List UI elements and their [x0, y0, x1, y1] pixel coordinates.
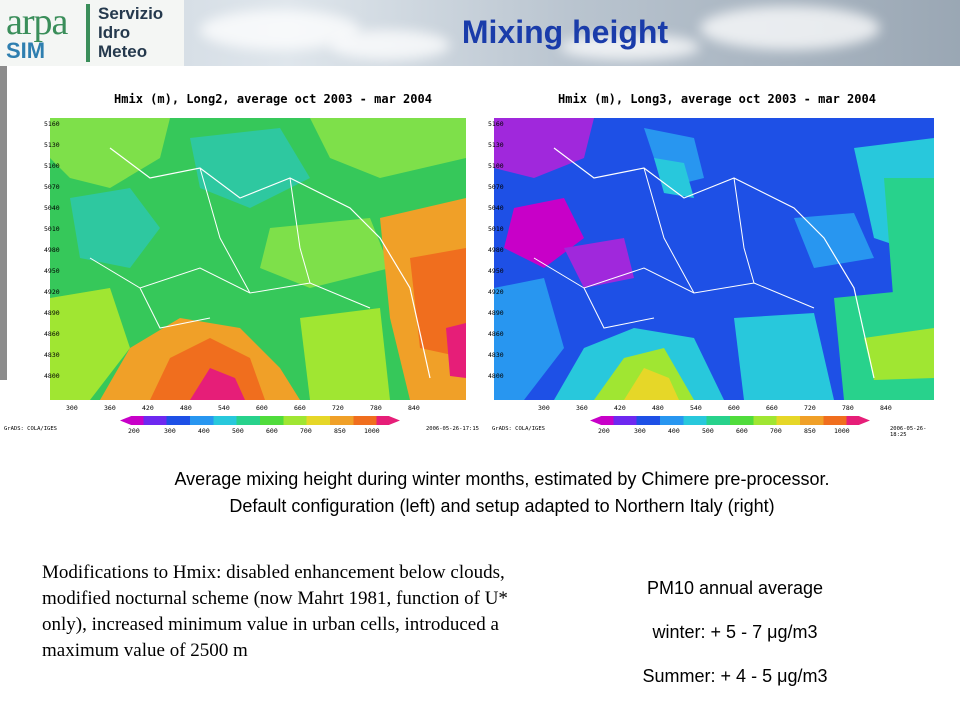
colorbar-label: 500 — [702, 427, 714, 435]
y-tick: 5100 — [44, 162, 60, 170]
mixing-height-map-left — [50, 118, 466, 400]
colorbar-label: 500 — [232, 427, 244, 435]
x-tick: 360 — [576, 404, 588, 412]
map-title-right: Hmix (m), Long3, average oct 2003 - mar … — [558, 92, 876, 106]
y-tick: 4950 — [488, 267, 504, 275]
page-title: Mixing height — [461, 14, 669, 50]
x-tick: 300 — [538, 404, 550, 412]
x-tick: 840 — [408, 404, 420, 412]
logo-arpa-text: arpa — [6, 1, 68, 43]
figure-caption: Average mixing height during winter mont… — [52, 466, 952, 520]
y-tick: 4860 — [488, 330, 504, 338]
colorbar-right — [590, 416, 870, 425]
colorbar-label: 850 — [334, 427, 346, 435]
x-tick: 720 — [804, 404, 816, 412]
colorbar-label: 1000 — [834, 427, 850, 435]
x-tick: 480 — [180, 404, 192, 412]
colorbar-label: 850 — [804, 427, 816, 435]
colorbar-label: 300 — [164, 427, 176, 435]
y-tick: 5010 — [488, 225, 504, 233]
colorbar-label: 600 — [736, 427, 748, 435]
y-tick: 4890 — [488, 309, 504, 317]
y-tick: 4920 — [44, 288, 60, 296]
y-tick: 4890 — [44, 309, 60, 317]
logo-line-3: Meteo — [98, 42, 148, 61]
caption-line-2: Default configuration (left) and setup a… — [229, 496, 775, 516]
y-tick: 5070 — [44, 183, 60, 191]
y-tick: 5130 — [488, 141, 504, 149]
map-panel-right: Hmix (m), Long3, average oct 2003 - mar … — [488, 92, 940, 438]
colorbar-label: 200 — [128, 427, 140, 435]
x-tick: 840 — [880, 404, 892, 412]
x-tick: 420 — [142, 404, 154, 412]
mixing-height-map-right — [494, 118, 934, 400]
caption-line-1: Average mixing height during winter mont… — [174, 469, 830, 489]
pm10-winter: winter: + 5 - 7 μg/m3 — [652, 622, 818, 642]
x-tick: 480 — [652, 404, 664, 412]
logo-line-1: Servizio — [98, 4, 164, 23]
x-tick: 540 — [690, 404, 702, 412]
colorbar-label: 600 — [266, 427, 278, 435]
header-banner: arpa SIM Servizio Idro Meteo Mixing heig… — [0, 0, 960, 66]
map-right: 5160 5130 5100 5070 5040 5010 4980 4950 … — [488, 118, 934, 400]
left-accent-bar — [0, 66, 7, 380]
pm10-summer: Summer: + 4 - 5 μg/m3 — [642, 666, 828, 686]
y-tick: 5160 — [44, 120, 60, 128]
x-tick: 720 — [332, 404, 344, 412]
map-footer-left: GrADS: COLA/IGES — [4, 426, 57, 432]
x-tick: 780 — [842, 404, 854, 412]
y-tick: 5160 — [488, 120, 504, 128]
colorbar-label: 200 — [598, 427, 610, 435]
y-tick: 5070 — [488, 183, 504, 191]
x-tick: 600 — [256, 404, 268, 412]
x-tick: 360 — [104, 404, 116, 412]
colorbar-label: 400 — [668, 427, 680, 435]
y-tick: 4950 — [44, 267, 60, 275]
x-tick: 600 — [728, 404, 740, 412]
y-tick: 4800 — [488, 372, 504, 380]
x-tick: 660 — [294, 404, 306, 412]
map-footer-left: GrADS: COLA/IGES — [492, 426, 545, 432]
y-tick: 4980 — [488, 246, 504, 254]
map-footer-right: 2006-05-26-18:25 — [890, 426, 927, 438]
x-tick: 540 — [218, 404, 230, 412]
colorbar-label: 300 — [634, 427, 646, 435]
logo-divider — [86, 4, 90, 62]
colorbar-label: 400 — [198, 427, 210, 435]
pm10-summary: PM10 annual average winter: + 5 - 7 μg/m… — [560, 566, 910, 698]
pm10-title: PM10 annual average — [646, 578, 824, 598]
hmix-modifications-note: Modifications to Hmix: disabled enhancem… — [42, 562, 508, 661]
x-tick: 420 — [614, 404, 626, 412]
x-tick: 660 — [766, 404, 778, 412]
map-title-left: Hmix (m), Long2, average oct 2003 - mar … — [114, 92, 432, 106]
y-tick: 4980 — [44, 246, 60, 254]
y-tick: 5130 — [44, 141, 60, 149]
map-footer-right: 2006-05-26-17:15 — [426, 426, 479, 432]
x-tick: 780 — [370, 404, 382, 412]
logo-service-name: Servizio Idro Meteo — [98, 4, 163, 61]
y-tick: 4830 — [44, 351, 60, 359]
y-tick: 4860 — [44, 330, 60, 338]
y-tick: 4920 — [488, 288, 504, 296]
y-tick: 5010 — [44, 225, 60, 233]
colorbar-label: 700 — [300, 427, 312, 435]
y-tick: 5040 — [44, 204, 60, 212]
x-tick: 300 — [66, 404, 78, 412]
y-tick: 4800 — [44, 372, 60, 380]
y-tick: 4830 — [488, 351, 504, 359]
y-tick: 5040 — [488, 204, 504, 212]
map-panel-left: Hmix (m), Long2, average oct 2003 - mar … — [4, 92, 496, 438]
logo-line-2: Idro — [98, 23, 131, 42]
colorbar-left — [120, 416, 400, 425]
map-left: 5160 5130 5100 5070 5040 5010 4980 4950 … — [44, 118, 466, 400]
colorbar-label: 1000 — [364, 427, 380, 435]
colorbar-label: 700 — [770, 427, 782, 435]
y-tick: 5100 — [488, 162, 504, 170]
arpa-logo: arpa SIM Servizio Idro Meteo — [0, 0, 184, 66]
logo-sim-text: SIM — [6, 38, 46, 63]
